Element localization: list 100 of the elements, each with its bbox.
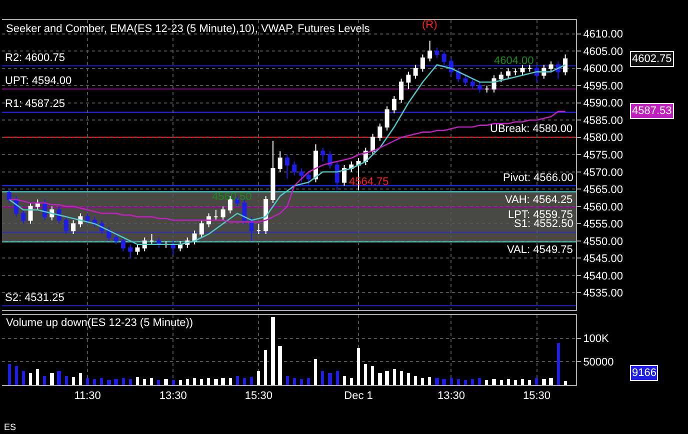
bar <box>93 379 96 385</box>
bar <box>50 373 54 385</box>
bar <box>86 378 89 385</box>
candlestick <box>320 147 326 162</box>
candlestick <box>170 240 176 256</box>
candlestick <box>384 106 390 131</box>
y-tick-label: 4580.00 <box>583 132 623 144</box>
bar <box>336 371 339 385</box>
candlestick <box>299 168 304 183</box>
candlestick <box>527 64 532 72</box>
ref-line-label: S1: 4552.50 <box>514 218 574 230</box>
bar <box>321 371 324 385</box>
text: ES <box>4 422 16 432</box>
bar <box>328 373 332 385</box>
ref-line-label: R1: 4587.25 <box>5 98 65 110</box>
candlestick <box>442 50 446 66</box>
candlestick <box>106 226 112 242</box>
candlestick <box>456 68 461 83</box>
bar <box>200 379 203 385</box>
bar <box>250 377 253 385</box>
bar <box>414 376 417 385</box>
x-tick-label: 13:30 <box>159 390 187 402</box>
bar <box>264 350 267 385</box>
y-tick-label: 50000 <box>583 356 614 369</box>
bar <box>278 346 282 385</box>
bar <box>286 376 289 385</box>
y-tick-label: 4610.00 <box>583 28 623 41</box>
bar <box>157 380 160 385</box>
bar <box>371 366 374 385</box>
bar <box>500 380 503 385</box>
bar <box>514 380 517 385</box>
candlestick <box>178 240 183 252</box>
candlestick <box>192 230 197 245</box>
bar <box>492 379 496 385</box>
candlestick <box>392 95 396 114</box>
candlestick <box>21 209 26 224</box>
bar <box>100 378 103 385</box>
y-tick-label: 4555.00 <box>583 218 623 231</box>
y-tick-label: 4575.00 <box>583 149 623 162</box>
candlestick <box>128 244 133 259</box>
candlestick <box>477 82 482 93</box>
bar <box>172 380 175 385</box>
bar <box>236 376 239 385</box>
bar <box>528 380 531 385</box>
bar <box>378 373 382 385</box>
candlestick <box>434 47 440 58</box>
bar <box>357 348 360 385</box>
bar <box>29 373 32 385</box>
y-tick-label: 4540.00 <box>583 270 623 282</box>
bar <box>442 379 446 385</box>
bar <box>243 378 246 385</box>
bar <box>179 380 182 385</box>
bar <box>464 380 467 385</box>
bar <box>307 378 310 385</box>
y-tick-label: 4605.00 <box>583 46 623 58</box>
text: 9166 <box>632 367 656 379</box>
bar <box>400 371 403 385</box>
candlestick <box>149 234 154 245</box>
candlestick <box>71 220 76 235</box>
candlestick <box>413 64 418 80</box>
bar <box>43 376 46 385</box>
bar <box>435 378 439 385</box>
y-tick-label: 4590.00 <box>583 98 623 110</box>
bar <box>478 378 481 385</box>
bar <box>150 378 153 385</box>
annotation: 4604.00 <box>494 55 534 67</box>
bar <box>300 379 303 385</box>
bar <box>428 377 431 385</box>
x-tick-label: Dec 1 <box>344 390 373 402</box>
candlestick <box>498 71 504 83</box>
y-tick-label: 4595.00 <box>583 80 623 92</box>
candlestick <box>142 237 147 252</box>
bar <box>186 379 189 385</box>
candlestick <box>378 123 382 142</box>
candlestick <box>120 237 126 252</box>
bar <box>343 376 346 385</box>
candlestick <box>199 220 204 238</box>
y-tick-label: 4545.00 <box>583 253 623 266</box>
bar <box>471 379 474 385</box>
candlestick <box>563 54 568 76</box>
candlestick <box>156 237 162 248</box>
candlestick <box>64 216 68 235</box>
bar <box>8 364 11 385</box>
bar <box>407 373 410 385</box>
candlestick <box>484 85 490 93</box>
x-tick-label: 13:30 <box>437 390 465 402</box>
bar <box>507 379 510 385</box>
candlestick <box>342 164 347 186</box>
x-tick-label: 11:30 <box>74 390 101 402</box>
candlestick <box>548 60 554 72</box>
candlestick <box>278 150 282 172</box>
bar <box>257 371 260 385</box>
candlestick <box>256 223 261 235</box>
candlestick <box>513 68 518 76</box>
text: 4587.53 <box>632 105 672 117</box>
ref-line-label: UPT: 4594.00 <box>5 75 72 87</box>
candlestick <box>370 133 376 156</box>
candlestick <box>520 64 525 76</box>
candlestick <box>284 154 290 180</box>
bar <box>79 373 82 385</box>
